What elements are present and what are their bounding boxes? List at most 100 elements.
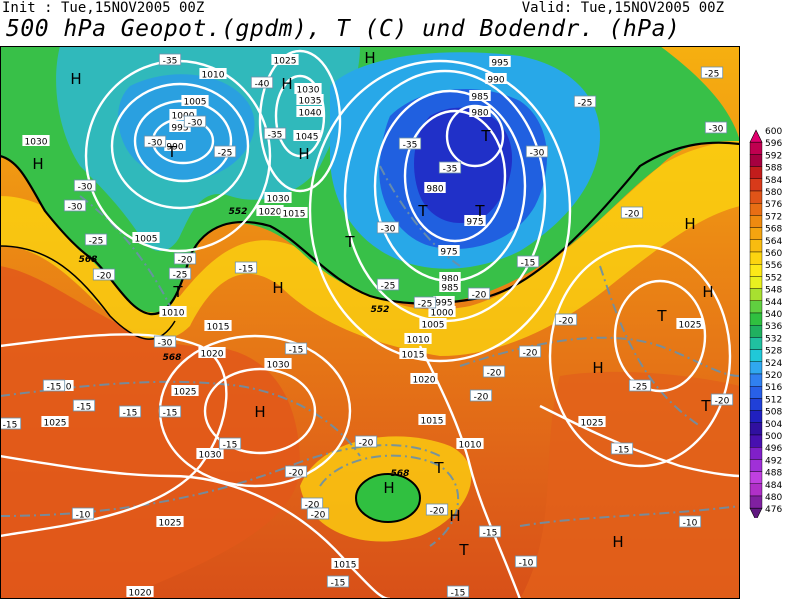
legend-value: 516: [765, 383, 782, 393]
low-pressure-marker: T: [433, 459, 444, 477]
legend-swatch: [749, 276, 763, 289]
temperature-label: -15: [234, 261, 258, 275]
pressure-label-text: 1015: [334, 561, 357, 571]
high-pressure-marker: H: [298, 145, 309, 163]
geopotential-label: 552: [371, 305, 390, 315]
temperature-label-text: -15: [615, 446, 630, 456]
cold-cutoff-iberia: [355, 473, 421, 523]
pressure-label: 995: [489, 56, 511, 69]
legend-swatch: [749, 349, 763, 363]
temperature-label: -30: [704, 121, 728, 135]
pressure-label-text: 990: [487, 76, 504, 86]
temperature-label-text: -20: [289, 469, 304, 479]
pressure-label: 1010: [404, 333, 432, 346]
pressure-label: 1020: [256, 205, 284, 218]
legend-value: 528: [765, 347, 782, 357]
temperature-label-text: -25: [578, 99, 593, 109]
legend-swatch: [749, 434, 763, 448]
temperature-label: -20: [425, 503, 449, 517]
pressure-label: 1015: [280, 207, 308, 220]
legend-swatch: [749, 300, 763, 314]
pressure-label: 1005: [132, 232, 160, 245]
temperature-label-text: -15: [47, 383, 62, 393]
temperature-label-text: -10: [683, 519, 698, 529]
pressure-label: 1035: [296, 94, 324, 107]
legend-swatch: [749, 215, 763, 228]
temperature-label: -25: [376, 278, 400, 292]
low-pressure-marker: T: [166, 143, 177, 161]
legend-swatch: [749, 410, 763, 424]
pressure-label: 1000: [428, 306, 456, 319]
temperature-label: -30: [376, 221, 400, 235]
temperature-label: -35: [263, 127, 287, 141]
pressure-label: 1015: [418, 414, 446, 427]
legend-swatch: [749, 154, 763, 167]
pressure-label-text: 1020: [259, 208, 282, 218]
legend-value: 484: [765, 481, 782, 491]
valid-time-label: Valid: Tue,15NOV2005 00Z: [521, 0, 724, 16]
legend-swatch: [749, 142, 763, 155]
low-pressure-marker: T: [417, 202, 428, 220]
warm-band-yellow: [0, 141, 740, 356]
pressure-label-text: 1020: [201, 350, 224, 360]
pressure-label-text: 985: [441, 284, 458, 294]
pressure-label-text: 1035: [299, 97, 322, 107]
legend-swatch: [749, 288, 763, 302]
pressure-label: 1010: [456, 438, 484, 451]
temperature-label-text: -30: [148, 139, 163, 149]
temperature-label-text: -30: [709, 125, 724, 135]
temperature-label-text: -15: [521, 259, 536, 269]
pressure-label: 1005: [181, 95, 209, 108]
temperature-label: -20: [354, 435, 378, 449]
temperature-label-text: -20: [523, 349, 538, 359]
pressure-label-text: 980: [471, 109, 488, 119]
temperature-label-text: -30: [78, 183, 93, 193]
temperature-label: -15: [284, 342, 308, 356]
temperature-label-text: -20: [625, 210, 640, 220]
geopotential-label: 568: [391, 469, 410, 479]
low-pressure-marker: T: [474, 202, 485, 220]
temperature-label-text: -20: [359, 439, 374, 449]
chart-title: 500 hPa Geopot.(gpdm), T (C) und Bodendr…: [6, 16, 681, 42]
pressure-label-text: 980: [441, 275, 458, 285]
legend-swatch: [749, 373, 763, 387]
legend-swatch: [749, 202, 763, 216]
pressure-label: 1020: [126, 586, 154, 599]
pressure-label-text: 1015: [402, 351, 425, 361]
temperature-label: -35: [438, 161, 462, 175]
pressure-label: 990: [164, 140, 186, 153]
temperature-label-text: -20: [311, 511, 326, 521]
pressure-label-text: 995: [435, 299, 452, 309]
pressure-label-text: 1025: [581, 419, 604, 429]
temperature-label: -25: [628, 379, 652, 393]
pressure-label-text: 975: [440, 248, 457, 258]
legend-swatch: [749, 495, 763, 509]
temperature-label-text: -30: [158, 339, 173, 349]
weather-map: 1010100510009959901025103010351040104510…: [0, 46, 740, 599]
pressure-label-text: 985: [471, 93, 488, 103]
pressure-label-text: 1010: [459, 441, 482, 451]
legend-value: 600: [765, 127, 782, 137]
legend-swatch: [749, 239, 763, 253]
low-pressure-marker: T: [480, 127, 491, 145]
pressure-label-text: 1030: [267, 195, 290, 205]
temperature-label: -20: [306, 507, 330, 521]
temperature-label-text: -35: [443, 165, 458, 175]
legend-value: 488: [765, 469, 782, 479]
temperature-label: -35: [158, 53, 182, 67]
pressure-label: 1005: [419, 318, 447, 331]
temperature-label-text: -30: [530, 149, 545, 159]
temperature-label: -10: [514, 555, 538, 569]
temperature-label-text: -40: [255, 80, 270, 90]
legend-value: 524: [765, 359, 782, 369]
legend-value: 544: [765, 298, 782, 308]
legend-value: 580: [765, 188, 782, 198]
low-pressure-marker: T: [458, 541, 469, 559]
legend-value: 596: [765, 139, 782, 149]
temperature-label-text: -25: [418, 300, 433, 310]
pressure-label: 975: [438, 245, 460, 258]
pressure-label-text: 975: [466, 218, 483, 228]
high-pressure-marker: H: [254, 403, 265, 421]
temperature-label: -40: [250, 76, 274, 90]
legend-value: 592: [765, 151, 782, 161]
